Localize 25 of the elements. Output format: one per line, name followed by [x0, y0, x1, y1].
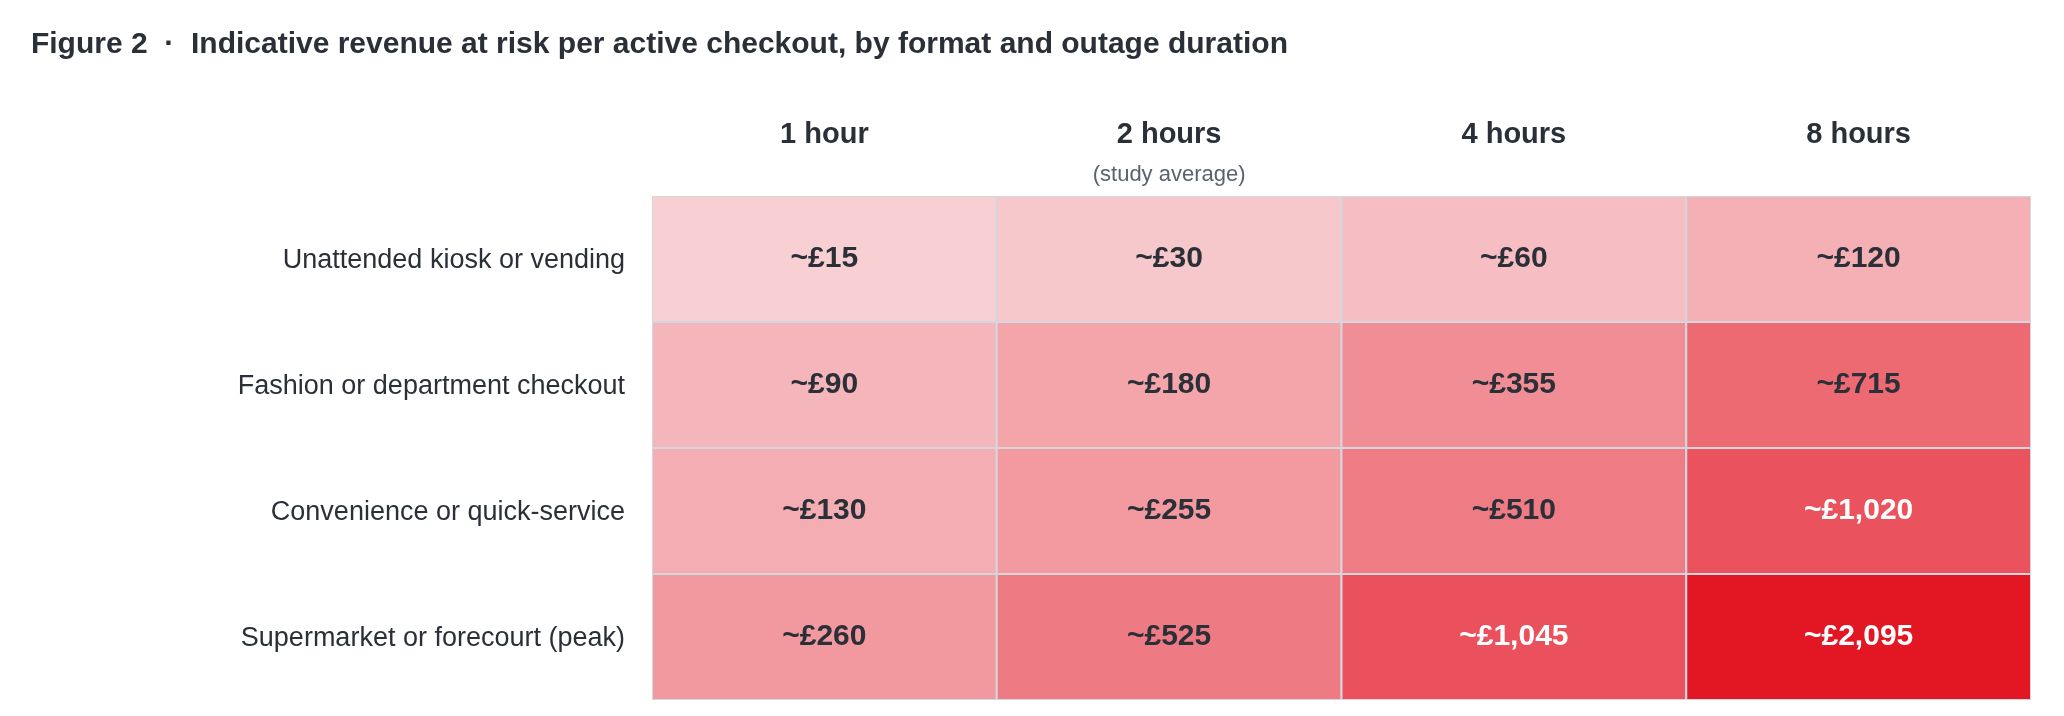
data-label: ~£525 [1127, 617, 1212, 651]
y-tick-label: Unattended kiosk or vending [282, 244, 625, 275]
data-label: ~£30 [1135, 239, 1203, 273]
x-tick-label: 1 hour [780, 117, 869, 150]
data-label: ~£130 [782, 491, 867, 525]
x-tick-label: 4 hours [1461, 117, 1567, 150]
data-label: ~£180 [1127, 365, 1212, 399]
data-label: ~£1,045 [1459, 617, 1569, 651]
data-label: ~£90 [790, 365, 859, 399]
data-label: ~£510 [1471, 491, 1557, 525]
data-label: ~£715 [1816, 365, 1901, 399]
x-tick-label: 2 hours (study average) [1092, 117, 1246, 187]
y-tick-label: Supermarket or forecourt (peak) [240, 622, 625, 653]
data-label: ~£120 [1816, 239, 1901, 273]
x-tick-label: 8 hours [1806, 117, 1912, 150]
y-tick-label: Fashion or department checkout [237, 370, 626, 401]
y-tick-label: Convenience or quick-service [270, 496, 625, 527]
data-label: ~£260 [782, 617, 867, 651]
data-label: ~£15 [790, 239, 859, 273]
chart-title: Figure 2 · Indicative revenue at risk per active checkout, by format and outage duration [30, 26, 1288, 60]
data-label: ~£355 [1471, 365, 1557, 399]
data-label: ~£1,020 [1803, 491, 1914, 525]
data-label: ~£2,095 [1803, 617, 1914, 651]
data-label: ~£255 [1127, 491, 1212, 525]
data-label: ~£60 [1480, 239, 1548, 273]
